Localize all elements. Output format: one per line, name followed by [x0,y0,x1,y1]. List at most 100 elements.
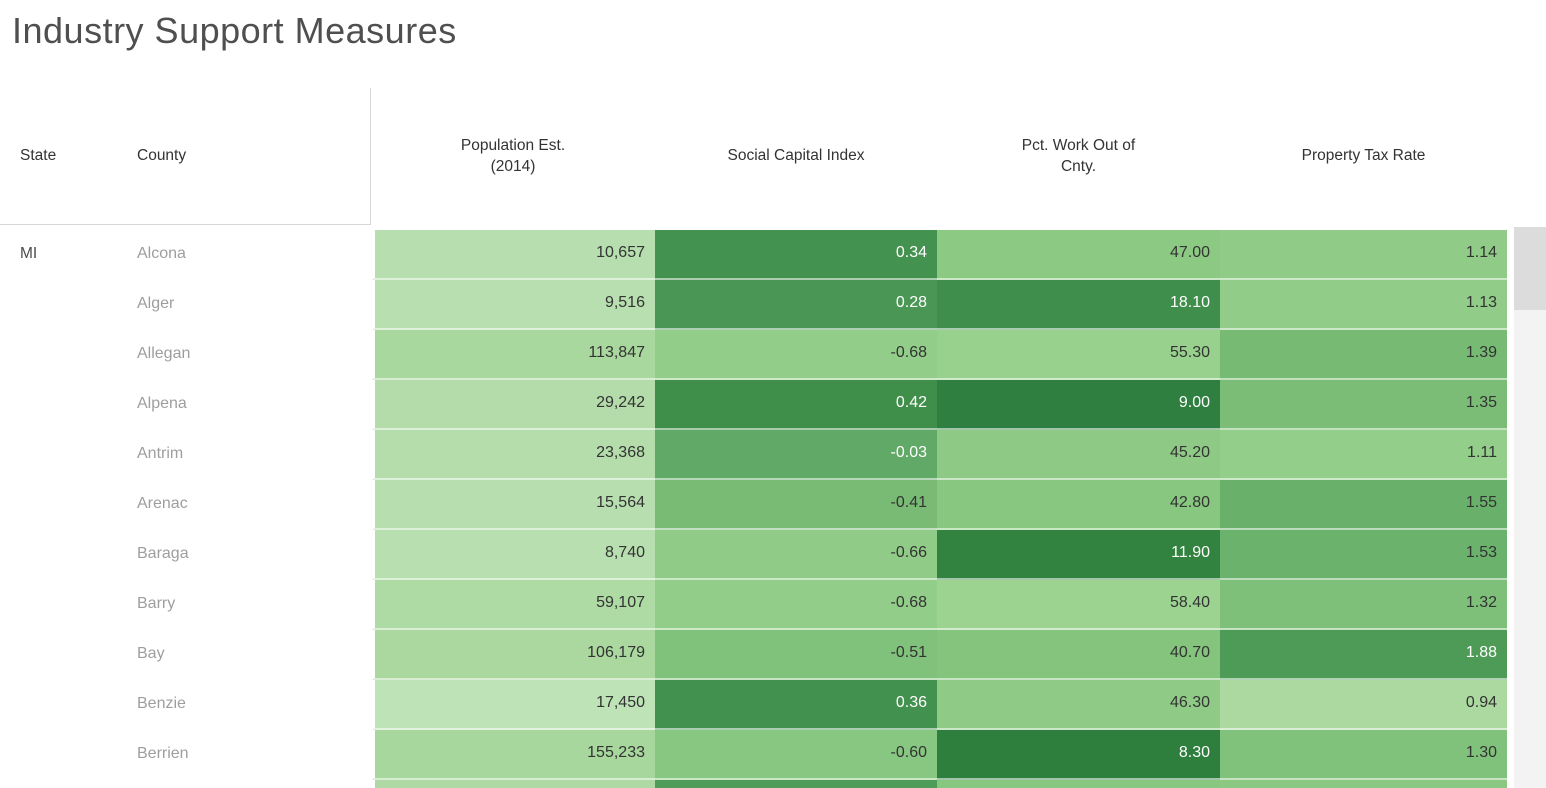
population-cell[interactable]: 29,242 [371,380,655,430]
viz-title: Industry Support Measures [12,10,457,51]
state-label[interactable] [0,430,137,480]
population-cell[interactable]: 8,740 [371,530,655,580]
social-capital-cell[interactable]: 0.28 [655,280,937,330]
column-header-state[interactable]: State [0,88,137,225]
county-label[interactable]: Berrien [137,745,189,762]
state-label[interactable]: MI [20,245,38,262]
social-capital-cell[interactable]: 0.42 [655,380,937,430]
social-capital-cell[interactable]: -0.51 [655,630,937,680]
table-row: Bay 106,179 -0.51 40.70 1.88 [0,630,1507,680]
county-label[interactable]: Allegan [137,345,191,362]
table-row: Barry 59,107 -0.68 58.40 1.32 [0,580,1507,630]
county-label[interactable]: Benzie [137,695,186,712]
column-header-property-tax-label: Property Tax Rate [1301,147,1426,165]
table-row: Alpena 29,242 0.42 9.00 1.35 [0,380,1507,430]
social-capital-cell[interactable]: -0.68 [655,330,937,380]
state-label[interactable] [0,580,137,630]
pct-work-cell[interactable]: 40.70 [937,630,1220,680]
table-body: MI Alcona 10,657 0.34 47.00 1.14 Alger 9… [0,230,1507,788]
state-label[interactable] [0,380,137,430]
property-tax-cell[interactable] [1220,780,1507,788]
state-label[interactable] [0,480,137,530]
pct-work-cell[interactable]: 8.30 [937,730,1220,780]
pct-work-cell[interactable]: 58.40 [937,580,1220,630]
population-cell[interactable]: 106,179 [371,630,655,680]
property-tax-cell[interactable]: 1.39 [1220,330,1507,380]
property-tax-cell[interactable]: 1.53 [1220,530,1507,580]
scrollbar-thumb[interactable] [1514,227,1546,310]
property-tax-cell[interactable]: 1.55 [1220,480,1507,530]
column-header-population-label: Population Est. (2014) [460,136,566,175]
social-capital-cell[interactable]: -0.66 [655,530,937,580]
state-label[interactable] [0,630,137,680]
table-row: Antrim 23,368 -0.03 45.20 1.11 [0,430,1507,480]
social-capital-cell[interactable]: -0.68 [655,580,937,630]
state-label[interactable] [0,730,137,780]
state-label[interactable] [0,680,137,730]
table-row: Berrien 155,233 -0.60 8.30 1.30 [0,730,1507,780]
population-cell[interactable]: 155,233 [371,730,655,780]
pct-work-cell[interactable]: 55.30 [937,330,1220,380]
column-header-social-capital[interactable]: Social Capital Index [655,88,937,225]
column-header-pct-work-label: Pct. Work Out of Cnty. [1021,136,1136,175]
social-capital-cell[interactable]: -0.03 [655,430,937,480]
state-label[interactable] [0,280,137,330]
county-label[interactable]: Antrim [137,445,184,462]
property-tax-cell[interactable]: 1.13 [1220,280,1507,330]
table-row: Baraga 8,740 -0.66 11.90 1.53 [0,530,1507,580]
county-label[interactable]: Bay [137,645,165,662]
state-label[interactable] [0,330,137,380]
pct-work-cell[interactable]: 45.20 [937,430,1220,480]
column-header-property-tax[interactable]: Property Tax Rate [1220,88,1507,225]
pct-work-cell[interactable]: 42.80 [937,480,1220,530]
county-label[interactable]: Barry [137,595,176,612]
property-tax-cell[interactable]: 0.94 [1220,680,1507,730]
property-tax-cell[interactable]: 1.32 [1220,580,1507,630]
county-label[interactable] [137,780,371,788]
social-capital-cell[interactable]: -0.60 [655,730,937,780]
county-label[interactable]: Alger [137,295,175,312]
state-label[interactable] [0,530,137,580]
social-capital-cell[interactable]: 0.36 [655,680,937,730]
social-capital-cell[interactable] [655,780,937,788]
property-tax-cell[interactable]: 1.35 [1220,380,1507,430]
pct-work-cell[interactable]: 11.90 [937,530,1220,580]
pct-work-cell[interactable]: 47.00 [937,230,1220,280]
population-cell[interactable]: 17,450 [371,680,655,730]
column-header-population[interactable]: Population Est. (2014) [371,88,655,225]
pct-work-cell[interactable] [937,780,1220,788]
county-label[interactable]: Alcona [137,245,186,262]
table-row: Allegan 113,847 -0.68 55.30 1.39 [0,330,1507,380]
table-row: Arenac 15,564 -0.41 42.80 1.55 [0,480,1507,530]
pct-work-cell[interactable]: 46.30 [937,680,1220,730]
population-cell[interactable] [371,780,655,788]
property-tax-cell[interactable]: 1.11 [1220,430,1507,480]
population-cell[interactable]: 9,516 [371,280,655,330]
population-cell[interactable]: 113,847 [371,330,655,380]
social-capital-cell[interactable]: 0.34 [655,230,937,280]
pct-work-cell[interactable]: 9.00 [937,380,1220,430]
table-row [0,780,1507,788]
property-tax-cell[interactable]: 1.88 [1220,630,1507,680]
pct-work-cell[interactable]: 18.10 [937,280,1220,330]
table-row: Benzie 17,450 0.36 46.30 0.94 [0,680,1507,730]
population-cell[interactable]: 59,107 [371,580,655,630]
population-cell[interactable]: 15,564 [371,480,655,530]
social-capital-cell[interactable]: -0.41 [655,480,937,530]
population-cell[interactable]: 23,368 [371,430,655,480]
county-label[interactable]: Arenac [137,495,188,512]
state-label[interactable] [0,780,137,788]
table-row: Alger 9,516 0.28 18.10 1.13 [0,280,1507,330]
property-tax-cell[interactable]: 1.30 [1220,730,1507,780]
county-label[interactable]: Alpena [137,395,187,412]
county-label[interactable]: Baraga [137,545,189,562]
table-header: State County Population Est. (2014) Soci… [0,88,1507,225]
column-header-social-capital-label: Social Capital Index [727,147,865,165]
population-cell[interactable]: 10,657 [371,230,655,280]
property-tax-cell[interactable]: 1.14 [1220,230,1507,280]
column-header-pct-work[interactable]: Pct. Work Out of Cnty. [937,88,1220,225]
vertical-scrollbar[interactable] [1514,227,1546,788]
column-header-county[interactable]: County [137,88,371,225]
table-row: MI Alcona 10,657 0.34 47.00 1.14 [0,230,1507,280]
